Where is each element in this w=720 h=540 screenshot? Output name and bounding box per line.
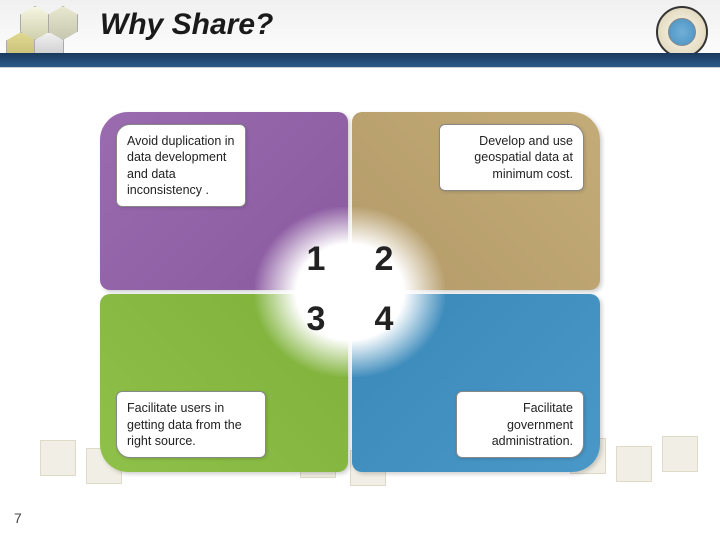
quadrant-2-number: 2 [364,240,404,279]
quadrant-4-text: Facilitate government administration. [456,391,584,458]
quadrant-3-text: Facilitate users in getting data from th… [116,391,266,458]
header-band [0,53,720,67]
quadrant-1-number: 1 [296,240,336,279]
quadrant-3-number: 3 [296,300,336,339]
quadrant-diagram: Avoid duplication in data development an… [100,112,600,472]
quadrant-4-number: 4 [364,300,404,339]
seal-logo [656,6,708,58]
quadrant-2-text: Develop and use geospatial data at minim… [439,124,584,191]
page-number: 7 [14,510,22,526]
page-title: Why Share? [100,8,273,42]
header: Why Share? [0,0,720,68]
quadrant-1-text: Avoid duplication in data development an… [116,124,246,207]
